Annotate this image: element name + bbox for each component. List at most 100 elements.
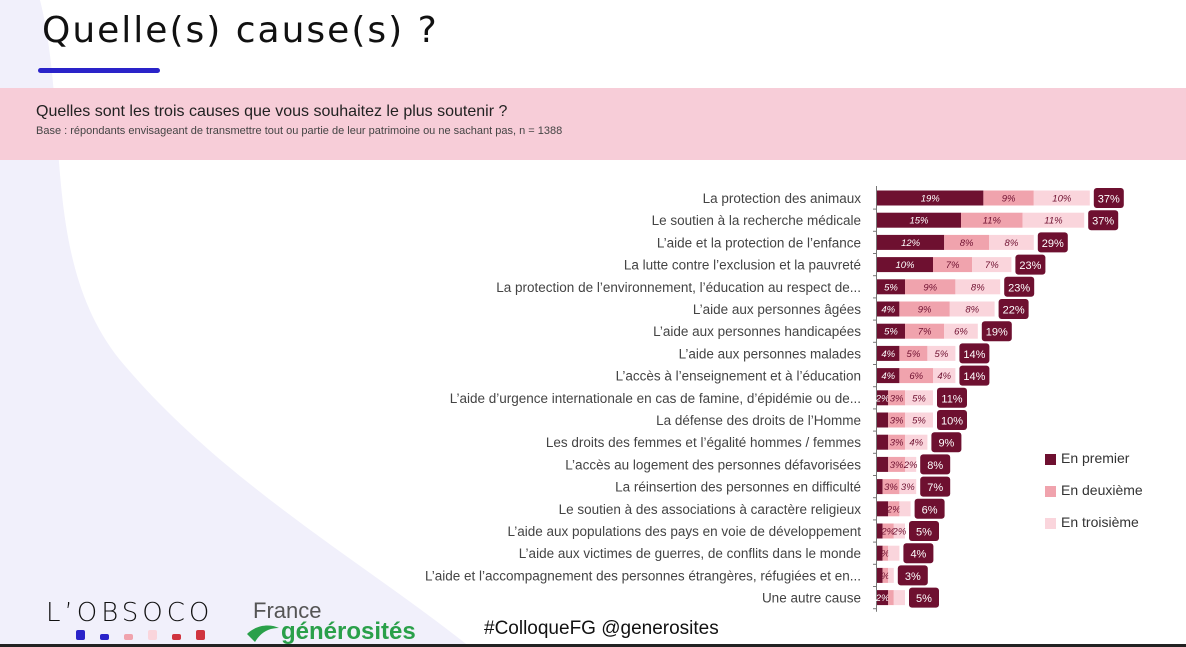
bar-segment — [877, 234, 945, 250]
category-label: L’accès à l’enseignement et à l’éducatio… — [616, 369, 861, 384]
bar-segment — [877, 590, 889, 606]
question-text: Quelles sont les trois causes que vous s… — [36, 103, 508, 120]
data-label: 3% — [901, 482, 915, 493]
category-label: La protection des animaux — [703, 191, 862, 206]
bar-segment — [905, 456, 917, 472]
stacked-bar-chart: La protection des animaux 19% 9% 10% 37% Le s… — [425, 186, 1124, 612]
bar-segment — [888, 390, 905, 406]
category-label: La lutte contre l’exclusion et la pauvre… — [624, 258, 861, 273]
data-label: 19% — [921, 194, 941, 205]
hashtags: #ColloqueFG @generosites — [484, 618, 719, 639]
category-label: L’aide aux victimes de guerres, de confl… — [519, 546, 861, 561]
total-label: 23% — [1008, 282, 1030, 294]
total-label: 14% — [963, 349, 985, 361]
bar-segment — [877, 301, 900, 317]
bar-segment — [877, 545, 883, 561]
bar-segment — [877, 412, 889, 428]
bar-segment — [944, 323, 978, 339]
legend-label-troisieme: En troisième — [1061, 514, 1139, 530]
data-label: % — [881, 549, 890, 560]
data-label: 7% — [946, 260, 960, 271]
legend-swatch-deuxieme — [1045, 486, 1056, 497]
bar-segment — [949, 301, 995, 317]
category-label: La protection de l’environnement, l’éduc… — [496, 280, 861, 295]
data-label: 8% — [960, 238, 974, 249]
category-label: L’accès au logement des personnes défavo… — [565, 457, 861, 472]
data-label: 9% — [923, 282, 937, 293]
category-label: Une autre cause — [762, 591, 861, 606]
data-label: 6% — [909, 371, 923, 382]
total-badge — [909, 521, 939, 541]
bar-segment — [972, 257, 1012, 273]
bar-segment — [899, 368, 933, 384]
legend-label-premier: En premier — [1061, 450, 1130, 466]
bottom-rule — [0, 644, 1186, 647]
data-label: 4% — [881, 371, 895, 382]
total-label: 14% — [963, 371, 985, 383]
bar-segment — [905, 279, 956, 295]
total-badge — [937, 410, 967, 430]
bar-segment — [888, 456, 905, 472]
category-label: Le soutien à des associations à caractèr… — [559, 502, 862, 517]
bar-segment — [944, 234, 989, 250]
category-label: L’aide et l’accompagnement des personnes… — [425, 568, 861, 583]
category-label: L’aide et la protection de l’enfance — [657, 235, 861, 250]
fg-logo-line1: France — [253, 598, 322, 623]
total-label: 4% — [910, 549, 926, 561]
total-label: 10% — [941, 416, 963, 428]
data-label: 5% — [884, 327, 898, 338]
bar-segment — [882, 479, 900, 495]
data-label: 8% — [1005, 238, 1019, 249]
data-label: 3% — [890, 460, 904, 471]
total-label: 37% — [1092, 216, 1114, 228]
data-label: 8% — [965, 305, 979, 316]
bar-segment — [961, 212, 1023, 228]
data-label: 3% — [890, 393, 904, 404]
data-label: 9% — [918, 305, 932, 316]
bar-segment — [877, 257, 933, 273]
bar-segment — [933, 368, 956, 384]
bar-segment — [899, 501, 911, 517]
total-label: 7% — [927, 482, 943, 494]
total-badge — [903, 543, 934, 564]
bar-segment — [877, 212, 961, 228]
data-label: 15% — [909, 216, 929, 227]
fg-swoosh-icon — [247, 625, 279, 642]
bar-segment — [927, 345, 956, 361]
bar-segment — [888, 590, 894, 606]
category-label: La défense des droits de l’Homme — [656, 413, 861, 428]
bar-segment — [877, 345, 900, 361]
total-badge — [914, 498, 945, 519]
bar-segment — [877, 279, 905, 295]
data-label: 5% — [907, 349, 921, 360]
bar-segment — [899, 301, 950, 317]
data-label: 10% — [1052, 194, 1072, 205]
total-label: 23% — [1019, 260, 1041, 272]
category-label: L’aide aux populations des pays en voie … — [507, 524, 861, 539]
data-label: 3% — [890, 438, 904, 449]
total-badge — [931, 432, 962, 453]
bar-segment — [877, 323, 905, 339]
bar-segment — [877, 479, 883, 495]
bar-segment — [888, 501, 900, 517]
data-label: 5% — [912, 416, 926, 427]
total-label: 9% — [938, 438, 954, 450]
bar-segment — [989, 234, 1034, 250]
data-label: 5% — [912, 393, 926, 404]
data-label: 8% — [971, 282, 985, 293]
obsoco-logo: L’OBSOCO — [46, 598, 214, 628]
total-badge — [959, 365, 990, 386]
bar-segment — [877, 523, 883, 539]
bar-segment — [899, 345, 928, 361]
total-badge — [920, 476, 951, 497]
bar-segment — [882, 567, 889, 583]
total-badge — [909, 587, 939, 608]
total-label: 8% — [927, 460, 943, 472]
category-label: L’aide d’urgence internationale en cas d… — [450, 391, 861, 406]
bar-segment — [905, 390, 933, 406]
data-label: 2% — [892, 527, 907, 538]
bar-segment — [893, 590, 905, 606]
total-badge — [1015, 254, 1046, 275]
total-badge — [1093, 188, 1124, 208]
category-label: La réinsertion des personnes en difficul… — [615, 480, 861, 495]
